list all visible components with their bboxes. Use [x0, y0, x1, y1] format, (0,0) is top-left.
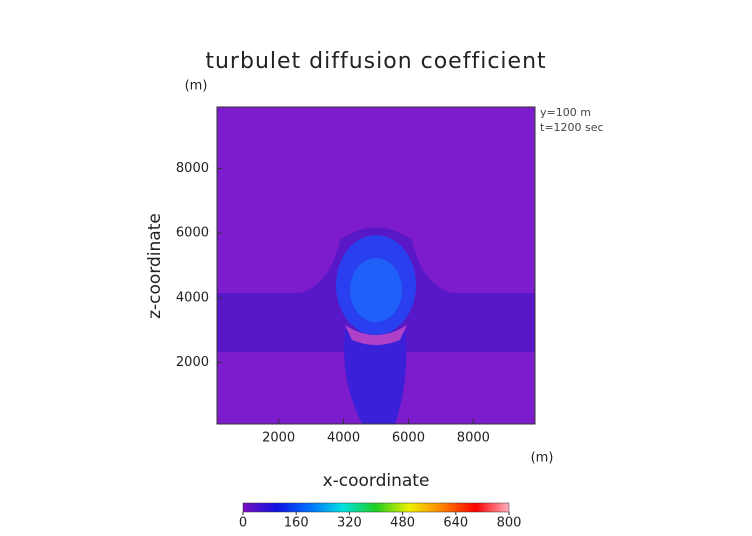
- colorbar-tick-label: 800: [497, 516, 522, 531]
- field-edge: [345, 325, 407, 345]
- field-plume: [344, 330, 407, 424]
- y-unit: (m): [185, 79, 208, 94]
- x-unit: (m): [531, 451, 554, 466]
- x-tick-label: 8000: [457, 431, 490, 446]
- y-tick-label: 6000: [176, 226, 209, 241]
- contour-field: [217, 107, 535, 424]
- x-tick-label: 2000: [262, 431, 295, 446]
- chart-title: turbulet diffusion coefficient: [205, 49, 546, 74]
- colorbar-tick-label: 320: [337, 516, 362, 531]
- x-tick-label: 4000: [327, 431, 360, 446]
- y-axis-label: z-coordinate: [145, 213, 165, 319]
- plot-frame: [216, 106, 536, 425]
- colorbar: [242, 502, 510, 513]
- colorbar-tick-label: 640: [443, 516, 468, 531]
- y-tick-label: 4000: [176, 290, 209, 305]
- x-tick-label: 6000: [392, 431, 425, 446]
- y-tick-label: 2000: [176, 355, 209, 370]
- y-tick-label: 8000: [176, 161, 209, 176]
- colorbar-tick-label: 160: [284, 516, 309, 531]
- annotation: t=1200 sec: [540, 121, 604, 134]
- colorbar-tick-label: 0: [239, 516, 247, 531]
- annotation: y=100 m: [540, 106, 591, 119]
- field-core: [350, 258, 402, 322]
- colorbar-tick-label: 480: [390, 516, 415, 531]
- x-axis-label: x-coordinate: [323, 471, 430, 491]
